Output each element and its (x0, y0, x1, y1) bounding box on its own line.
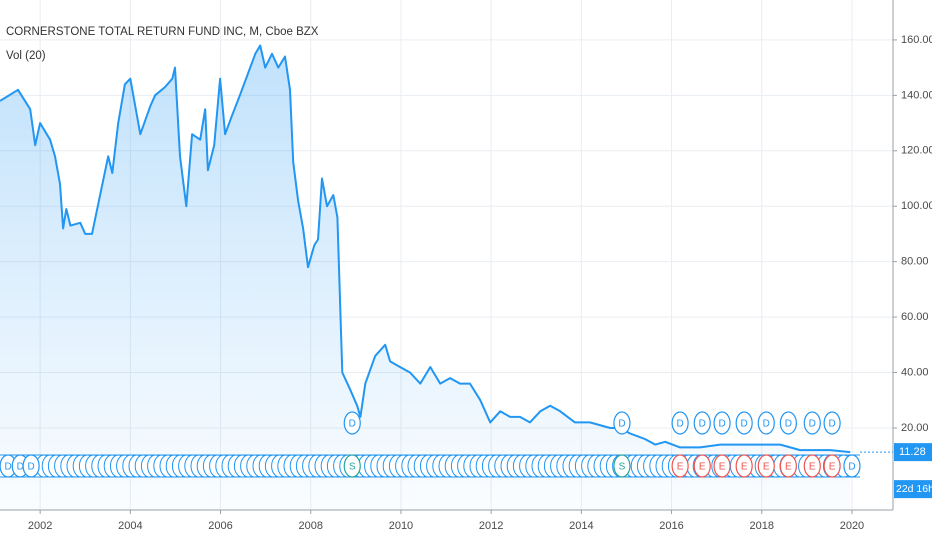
y-tick-label: 140.00 (901, 89, 932, 101)
event-label: D (349, 419, 356, 430)
y-tick-label: 160.00 (901, 34, 932, 46)
event-label: D (828, 419, 835, 430)
countdown-tag (894, 480, 932, 499)
event-marker (713, 411, 731, 435)
event-label: S (619, 462, 626, 473)
event-marker (823, 411, 841, 435)
y-tick-label: 80.00 (901, 256, 929, 268)
event-label: E (829, 462, 836, 473)
event-marker (779, 454, 797, 478)
event-label: E (809, 462, 816, 473)
x-tick-label: 2008 (299, 520, 323, 532)
event-label: D (809, 419, 816, 430)
event-label: D (763, 419, 770, 430)
event-marker (22, 454, 40, 478)
event-marker (779, 411, 797, 435)
event-marker (671, 454, 689, 478)
event-label: D (785, 419, 792, 430)
price-line (0, 44, 851, 454)
event-marker (693, 454, 711, 478)
x-tick-label: 2010 (389, 520, 413, 532)
x-tick-label: 2004 (118, 520, 142, 532)
event-label: D (741, 419, 748, 430)
event-label: D (5, 462, 12, 473)
event-label: D (28, 462, 35, 473)
event-label: E (785, 462, 792, 473)
event-label: D (699, 419, 706, 430)
event-marker (613, 411, 631, 435)
x-tick-label: 2016 (659, 520, 683, 532)
event-marker (757, 454, 775, 478)
y-tick-label: 120.00 (901, 145, 932, 157)
event-marker (843, 454, 861, 478)
x-tick-label: 2002 (28, 520, 52, 532)
event-label: D (848, 462, 855, 473)
event-marker (735, 411, 753, 435)
event-label: E (741, 462, 748, 473)
event-label: E (699, 462, 706, 473)
event-label: D (17, 462, 24, 473)
event-label: D (677, 419, 684, 430)
x-tick-label: 2006 (208, 520, 232, 532)
x-tick-label: 2020 (840, 520, 864, 532)
event-marker (671, 411, 689, 435)
event-label: D (718, 419, 725, 430)
event-marker (803, 411, 821, 435)
volume-label: Vol (20) (6, 50, 46, 62)
last-price-tag (894, 443, 932, 462)
event-marker (343, 454, 361, 478)
y-tick-label: 100.00 (901, 200, 932, 212)
y-tick-label: 40.00 (901, 366, 929, 378)
event-marker (757, 411, 775, 435)
event-marker (693, 411, 711, 435)
event-label: S (349, 462, 356, 473)
event-marker (613, 454, 631, 478)
event-marker (735, 454, 753, 478)
event-marker (713, 454, 731, 478)
event-label: E (719, 462, 726, 473)
event-marker (823, 454, 841, 478)
y-tick-label: 20.00 (901, 422, 929, 434)
event-marker (803, 454, 821, 478)
event-marker (343, 411, 361, 435)
x-tick-label: 2012 (479, 520, 503, 532)
event-label: D (618, 419, 625, 430)
chart-title: CORNERSTONE TOTAL RETURN FUND INC, M, Cb… (6, 26, 319, 38)
y-tick-label: 60.00 (901, 311, 929, 323)
area-fill (0, 45, 851, 510)
x-tick-label: 2018 (750, 520, 774, 532)
x-tick-label: 2014 (569, 520, 593, 532)
event-label: E (763, 462, 770, 473)
last-price-label: 11.28 (899, 446, 926, 458)
countdown-label: 22d 16h (896, 483, 932, 495)
event-label: E (677, 462, 684, 473)
